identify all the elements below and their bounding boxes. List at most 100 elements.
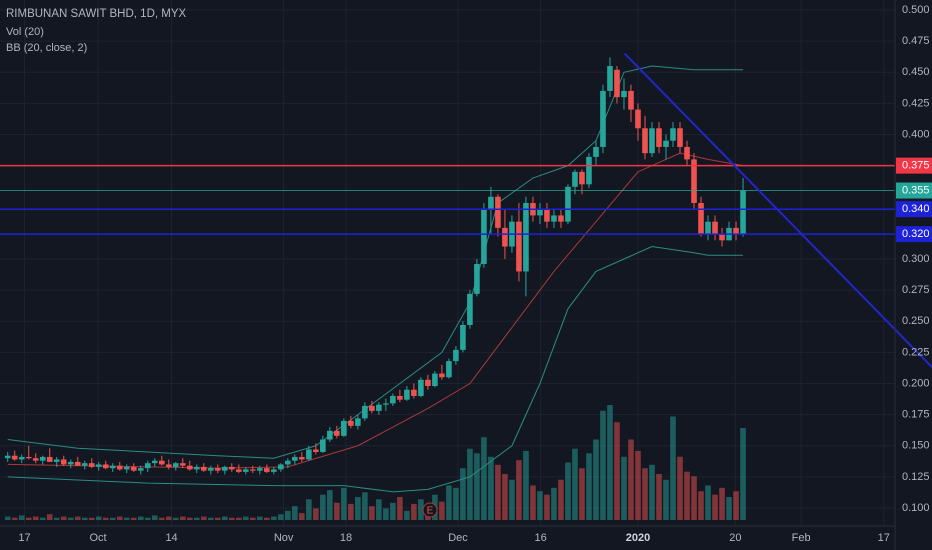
volume-bar <box>186 517 193 520</box>
volume-bar <box>460 468 466 520</box>
volume-bar <box>355 497 361 520</box>
candle-body <box>165 464 172 467</box>
candle-body <box>411 389 417 396</box>
candle-body <box>207 468 214 471</box>
volume-bar <box>579 468 585 520</box>
x-tick-label: 17 <box>878 532 890 544</box>
volume-bar <box>257 516 263 520</box>
axes: 0.100 0.125 0.150 0.175 0.200 0.225 0.250 0.275… <box>18 4 932 544</box>
volume-bar <box>60 516 67 520</box>
volume-bar <box>544 494 550 520</box>
candle-body <box>214 468 221 471</box>
volume-bar <box>376 499 382 520</box>
y-tick-label: 0.250 <box>902 315 930 327</box>
event-marker <box>422 502 438 518</box>
volume-bar <box>705 485 711 520</box>
volume-bar <box>649 464 655 520</box>
volume-bar <box>334 502 340 520</box>
volume-bar <box>586 453 592 520</box>
volume-bar <box>67 517 74 520</box>
volume-bar <box>130 517 137 520</box>
volume-bar <box>656 474 662 520</box>
volume-bar <box>348 503 354 520</box>
volume-bar <box>313 508 319 520</box>
candle-body <box>313 449 319 452</box>
plot: E <box>0 52 932 520</box>
candle-body <box>740 190 746 235</box>
candle-body <box>53 459 60 462</box>
candle-body <box>320 439 326 452</box>
level-label: 0.375 <box>902 160 930 172</box>
candle-body <box>32 458 39 461</box>
candle-body <box>292 456 298 461</box>
x-tick-label: 20 <box>729 532 741 544</box>
volume-bar <box>158 517 165 520</box>
candle-body <box>81 463 88 466</box>
volume-bar <box>292 506 298 520</box>
bb-upper <box>7 65 744 459</box>
volume-bar <box>663 479 669 520</box>
volume-bar <box>607 405 613 520</box>
volume-bar <box>684 471 690 520</box>
volume-bar <box>446 485 452 520</box>
volume-bar <box>221 516 228 520</box>
x-tick-label: Oct <box>89 532 106 544</box>
volume-bar <box>551 487 557 520</box>
candle-body <box>691 159 697 203</box>
candle-body <box>306 449 312 460</box>
x-tick-label: Nov <box>274 532 294 544</box>
volume-bar <box>299 513 305 520</box>
indicator-label: BB (20, close, 2) <box>6 42 87 54</box>
y-tick-label: 0.400 <box>902 128 930 140</box>
volume-bar <box>264 517 270 520</box>
y-tick-label: 0.225 <box>902 346 930 358</box>
candle-body <box>250 469 256 471</box>
candle-body <box>614 69 620 98</box>
volume-bar <box>306 499 312 520</box>
volume-bar <box>165 516 172 520</box>
volume-bar <box>509 479 515 520</box>
candle-body <box>642 128 648 154</box>
candle-body <box>579 171 585 185</box>
volume-bar <box>488 456 494 520</box>
candle-body <box>278 464 284 470</box>
y-tick-label: 0.425 <box>902 97 930 109</box>
candle-body <box>144 463 151 469</box>
candle-body <box>130 466 137 471</box>
candle-body <box>327 430 333 440</box>
level-tag <box>896 201 932 218</box>
candle-body <box>67 461 74 465</box>
candle-body <box>432 373 438 386</box>
volume-bar <box>46 514 53 520</box>
volume-bar <box>628 439 634 520</box>
candle-body <box>425 379 431 386</box>
candle-body <box>495 196 501 228</box>
candle-body <box>516 221 522 272</box>
volume-bar <box>719 487 725 520</box>
volume-bar <box>74 516 81 520</box>
candle-body <box>446 361 452 378</box>
candle-body <box>712 221 718 235</box>
volume-bar <box>39 517 46 520</box>
candle-body <box>621 90 627 98</box>
candle-body <box>467 293 473 325</box>
candle-body <box>656 128 662 147</box>
level-label: 0.355 <box>902 184 930 196</box>
volume-bar <box>642 468 648 520</box>
volume-bar <box>53 517 60 520</box>
volume-bar <box>691 476 697 520</box>
volume-bar <box>362 492 368 520</box>
volume-bar <box>733 491 739 520</box>
candle-body <box>474 263 480 294</box>
candle-body <box>502 227 508 247</box>
candle-body <box>593 146 599 157</box>
candle-body <box>39 456 46 461</box>
volume-bar <box>621 456 627 520</box>
volume-bar <box>614 422 620 520</box>
volume-bar <box>537 491 543 520</box>
volume-bar <box>11 517 18 520</box>
candle-body <box>137 468 144 471</box>
volume-bar <box>32 516 39 520</box>
candle-body <box>460 324 466 350</box>
